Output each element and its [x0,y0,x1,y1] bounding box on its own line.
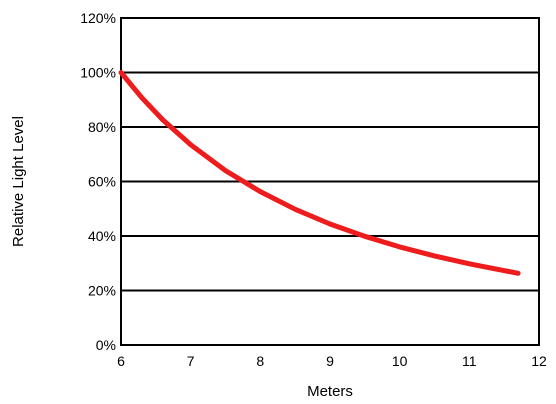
x-tick-label: 11 [462,353,477,369]
y-axis-ticks: 0% 20% 40% 60% 80% 100% 120% [80,10,116,353]
series-line-0 [118,70,521,276]
y-tick-label: 0% [96,337,116,353]
x-tick-label: 12 [531,353,547,369]
x-axis-ticks: 6 7 8 9 10 11 12 [117,353,547,369]
plot-area-frame [120,17,540,346]
y-tick-label: 120% [80,10,116,26]
x-axis-label: Meters [307,383,353,400]
x-tick-label: 6 [117,353,125,369]
x-tick-label: 9 [326,353,334,369]
y-tick-label: 60% [88,174,116,190]
x-tick-label: 7 [187,353,195,369]
y-tick-label: 100% [80,65,116,81]
y-axis-label: Relative Light Level [10,116,27,247]
x-tick-label: 8 [256,353,264,369]
y-tick-label: 40% [88,228,116,244]
series-layer [118,70,521,276]
y-tick-label: 80% [88,119,116,135]
gridlines [121,71,539,292]
y-tick-label: 20% [88,283,116,299]
x-tick-label: 10 [392,353,408,369]
